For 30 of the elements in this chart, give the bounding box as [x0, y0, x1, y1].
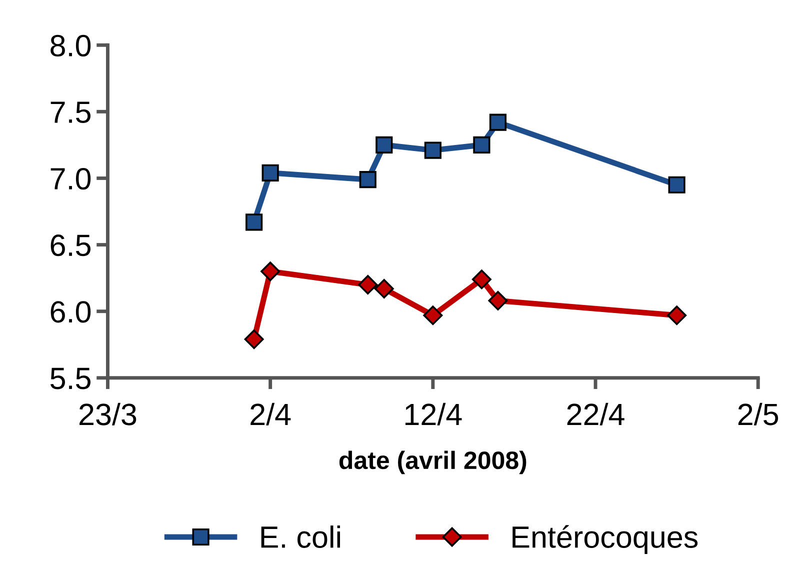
- x-tick-label: 22/4: [567, 402, 624, 426]
- point: [472, 270, 492, 290]
- point: [473, 136, 490, 154]
- x-tick-label: 2/4: [250, 402, 291, 426]
- point: [376, 136, 393, 154]
- point: [489, 114, 506, 131]
- x-tick-label: 23/3: [80, 402, 136, 426]
- point: [246, 214, 263, 231]
- y-tick-label: 6.5: [50, 234, 90, 256]
- x-axis-title: date (avril 2008): [339, 450, 526, 474]
- y-tick-label: 8.0: [50, 34, 91, 56]
- legend-label: E. coli: [261, 526, 340, 548]
- point: [359, 171, 376, 188]
- x-tick-label: 2/5: [738, 402, 778, 426]
- point: [244, 330, 264, 350]
- point: [668, 176, 686, 194]
- point: [262, 164, 279, 182]
- y-tick-label: 5.5: [50, 368, 90, 390]
- point: [260, 262, 280, 282]
- point: [423, 306, 443, 326]
- point: [424, 142, 442, 159]
- y-tick-label: 6.0: [50, 301, 91, 323]
- point: [667, 306, 687, 326]
- point: [358, 274, 378, 294]
- x-tick-label: 12/4: [406, 402, 462, 426]
- y-tick-label: 7.0: [50, 168, 91, 190]
- legend-label: Entérocoques: [512, 525, 698, 554]
- y-tick-label: 7.5: [50, 102, 90, 124]
- point: [374, 278, 394, 298]
- point: [488, 290, 508, 310]
